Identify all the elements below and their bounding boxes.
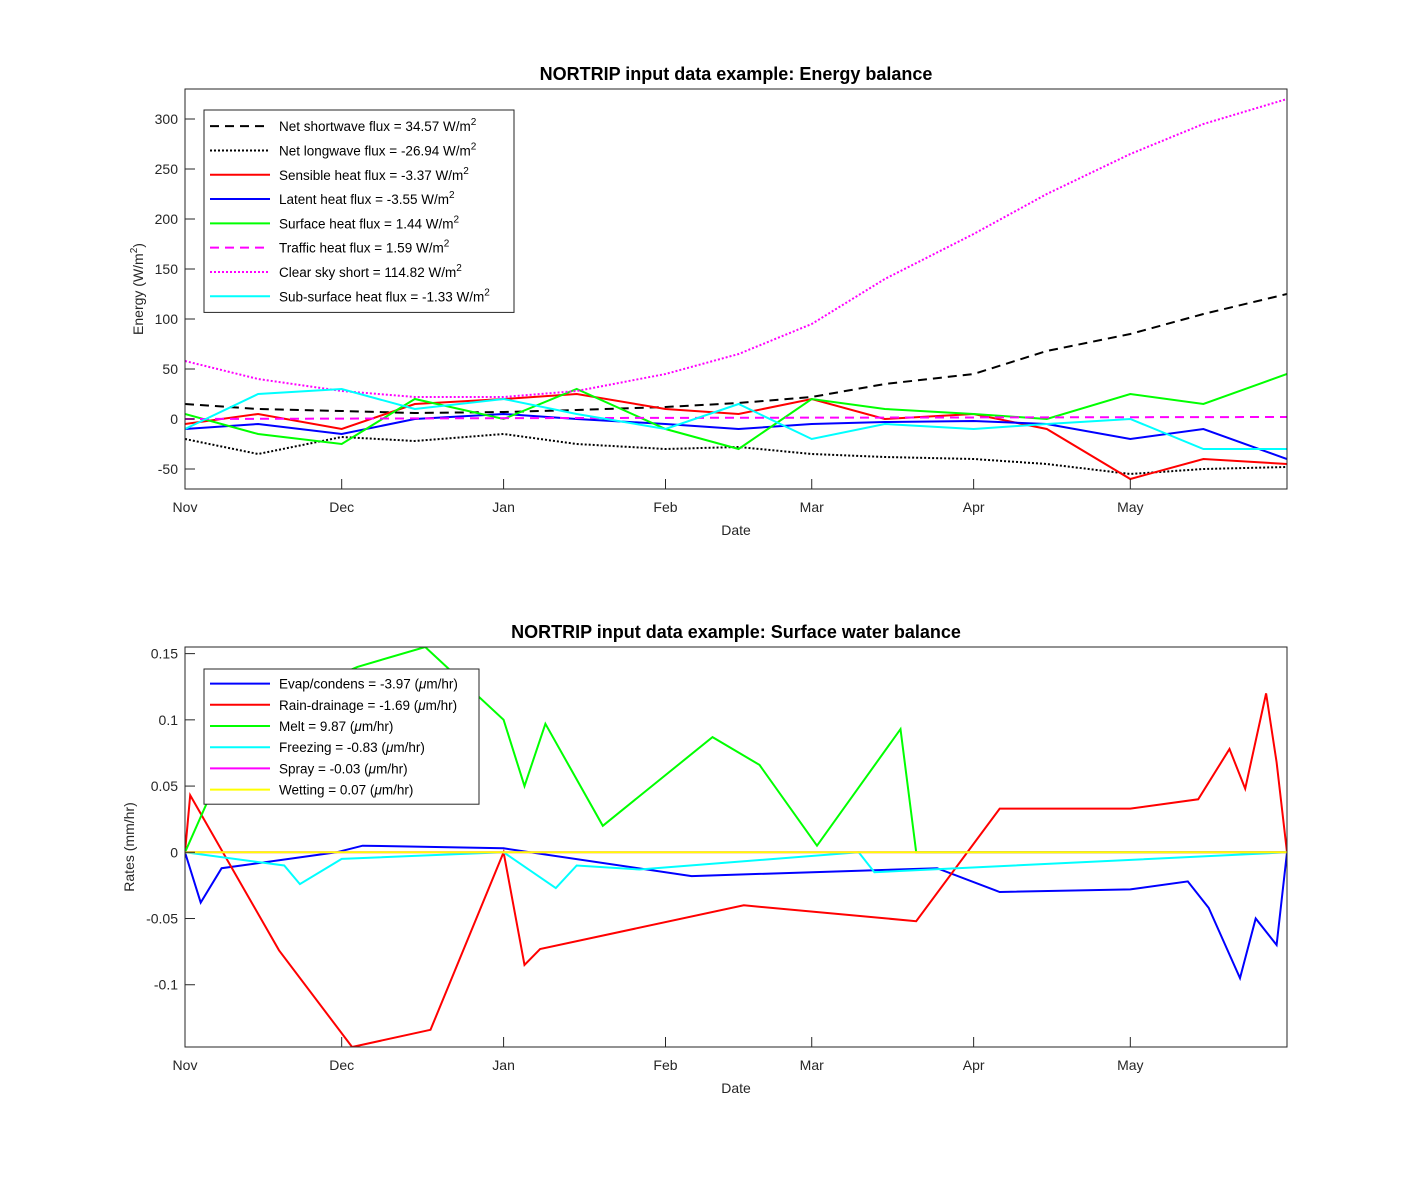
energy-series-line-5 xyxy=(185,373,1287,451)
energy-y-tick-label: -50 xyxy=(158,461,178,477)
water-chart-title: NORTRIP input data example: Surface wate… xyxy=(511,622,961,642)
energy-y-tick-label: 0 xyxy=(170,411,178,427)
water-legend-label-4: Freezing = -0.83 (μm/hr) xyxy=(279,740,425,755)
water-x-tick-label-may: May xyxy=(1117,1057,1143,1073)
water-y-tick-label: 0 xyxy=(170,844,178,860)
water-y-tick-label: 0.15 xyxy=(151,646,178,662)
energy-x-tick-label-apr: Apr xyxy=(963,499,985,515)
energy-x-axis-label: Date xyxy=(721,522,751,538)
energy-balance-panel: NORTRIP input data example: Energy balan… xyxy=(129,64,1288,538)
energy-legend-label-5: Surface heat flux = 1.44 W/m2 xyxy=(279,214,459,231)
water-x-tick-label-apr: Apr xyxy=(963,1057,985,1073)
water-legend: Evap/condens = -3.97 (μm/hr) Rain-drainag… xyxy=(203,668,480,805)
energy-x-tick-label-may: May xyxy=(1117,499,1143,515)
energy-legend-label-8: Sub-surface heat flux = -1.33 W/m2 xyxy=(279,287,490,304)
water-x-tick-label-mar: Mar xyxy=(800,1057,824,1073)
water-y-tick-label: -0.1 xyxy=(154,977,178,993)
water-plot-frame xyxy=(184,646,1288,1048)
water-y-tick-label: -0.05 xyxy=(146,911,178,927)
energy-legend-box xyxy=(203,109,515,313)
energy-y-tick-label: 100 xyxy=(155,311,179,327)
energy-legend: Net shortwave flux = 34.57 W/m2 Net longw… xyxy=(203,109,515,313)
energy-series-line-6 xyxy=(185,416,1287,420)
energy-x-axis: Nov Dec Jan Feb Mar Apr May xyxy=(173,479,1144,515)
water-x-axis-label: Date xyxy=(721,1080,751,1096)
energy-legend-label-6: Traffic heat flux = 1.59 W/m2 xyxy=(279,239,450,256)
energy-y-tick-label: 250 xyxy=(155,161,179,177)
water-x-tick-label-dec: Dec xyxy=(329,1057,354,1073)
water-series-line-1 xyxy=(185,844,1287,982)
water-legend-label-2: Rain-drainage = -1.69 (μm/hr) xyxy=(279,698,457,713)
energy-legend-label-2: Net longwave flux = -26.94 W/m2 xyxy=(279,141,477,158)
energy-y-tick-label: 50 xyxy=(162,361,178,377)
energy-x-tick-label-jan: Jan xyxy=(492,499,515,515)
energy-chart-title: NORTRIP input data example: Energy balan… xyxy=(540,64,933,84)
energy-series-line-2 xyxy=(185,432,1287,476)
energy-series-line-3 xyxy=(185,392,1287,481)
water-series-line-4 xyxy=(185,851,1287,890)
water-legend-label-5: Spray = -0.03 (μm/hr) xyxy=(279,761,408,776)
energy-y-tick-label: 200 xyxy=(155,211,179,227)
energy-y-axis-label: Energy (W/m2) xyxy=(129,243,146,335)
energy-legend-label-1: Net shortwave flux = 34.57 W/m2 xyxy=(279,117,477,134)
energy-x-tick-label-mar: Mar xyxy=(800,499,824,515)
energy-series-line-8 xyxy=(185,387,1287,450)
energy-legend-label-4: Latent heat flux = -3.55 W/m2 xyxy=(279,190,455,207)
energy-x-tick-label-nov: Nov xyxy=(173,499,198,515)
water-y-tick-label: 0.05 xyxy=(151,778,178,794)
water-balance-panel: NORTRIP input data example: Surface wate… xyxy=(121,622,1288,1096)
energy-y-axis: 300 250 200 150 100 50 0 -50 xyxy=(155,111,195,477)
water-legend-label-1: Evap/condens = -3.97 (μm/hr) xyxy=(279,677,458,692)
water-y-axis-label: Rates (mm/hr) xyxy=(121,802,137,891)
water-y-axis: 0.15 0.1 0.05 0 -0.05 -0.1 xyxy=(146,646,195,993)
energy-series-line-1 xyxy=(185,293,1287,415)
water-y-tick-label: 0.1 xyxy=(159,712,179,728)
water-x-axis: Nov Dec Jan Feb Mar Apr May xyxy=(173,1037,1144,1073)
energy-y-tick-label: 300 xyxy=(155,111,179,127)
water-x-tick-label-nov: Nov xyxy=(173,1057,198,1073)
energy-series-group xyxy=(185,98,1287,481)
energy-y-tick-label: 150 xyxy=(155,261,179,277)
energy-series-line-7 xyxy=(185,98,1287,398)
water-legend-label-3: Melt = 9.87 (μm/hr) xyxy=(279,719,393,734)
water-series-line-2 xyxy=(185,693,1287,1047)
energy-legend-label-3: Sensible heat flux = -3.37 W/m2 xyxy=(279,166,469,183)
water-legend-box xyxy=(203,668,480,805)
energy-plot-frame xyxy=(184,88,1288,490)
water-x-tick-label-feb: Feb xyxy=(653,1057,677,1073)
energy-legend-label-7: Clear sky short = 114.82 W/m2 xyxy=(279,263,462,280)
water-x-tick-label-jan: Jan xyxy=(492,1057,515,1073)
energy-x-tick-label-feb: Feb xyxy=(653,499,677,515)
energy-x-tick-label-dec: Dec xyxy=(329,499,354,515)
water-legend-label-6: Wetting = 0.07 (μm/hr) xyxy=(279,783,413,798)
